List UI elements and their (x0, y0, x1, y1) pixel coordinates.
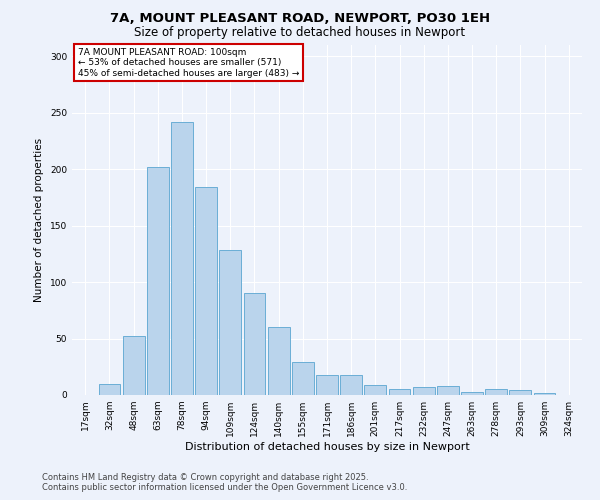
Bar (268, 328, 290, 395)
Bar (461, 392, 483, 395)
Bar (316, 374, 338, 395)
Y-axis label: Number of detached properties: Number of detached properties (34, 138, 44, 302)
Bar (171, 122, 193, 395)
Bar (147, 167, 169, 395)
Bar (389, 390, 410, 395)
Text: 7A, MOUNT PLEASANT ROAD, NEWPORT, PO30 1EH: 7A, MOUNT PLEASANT ROAD, NEWPORT, PO30 1… (110, 12, 490, 26)
Bar (195, 188, 217, 395)
Bar (485, 390, 507, 395)
Bar (123, 336, 145, 395)
Bar (98, 384, 121, 395)
Bar (244, 294, 265, 395)
Bar (292, 362, 314, 395)
Bar (364, 385, 386, 395)
Bar (533, 392, 556, 395)
Bar (340, 374, 362, 395)
Text: Size of property relative to detached houses in Newport: Size of property relative to detached ho… (134, 26, 466, 39)
Text: 7A MOUNT PLEASANT ROAD: 100sqm
← 53% of detached houses are smaller (571)
45% of: 7A MOUNT PLEASANT ROAD: 100sqm ← 53% of … (77, 48, 299, 78)
Bar (437, 386, 459, 395)
Bar (220, 250, 241, 395)
Bar (509, 390, 531, 395)
Bar (413, 387, 434, 395)
Text: Contains HM Land Registry data © Crown copyright and database right 2025.
Contai: Contains HM Land Registry data © Crown c… (42, 473, 407, 492)
X-axis label: Distribution of detached houses by size in Newport: Distribution of detached houses by size … (185, 442, 469, 452)
